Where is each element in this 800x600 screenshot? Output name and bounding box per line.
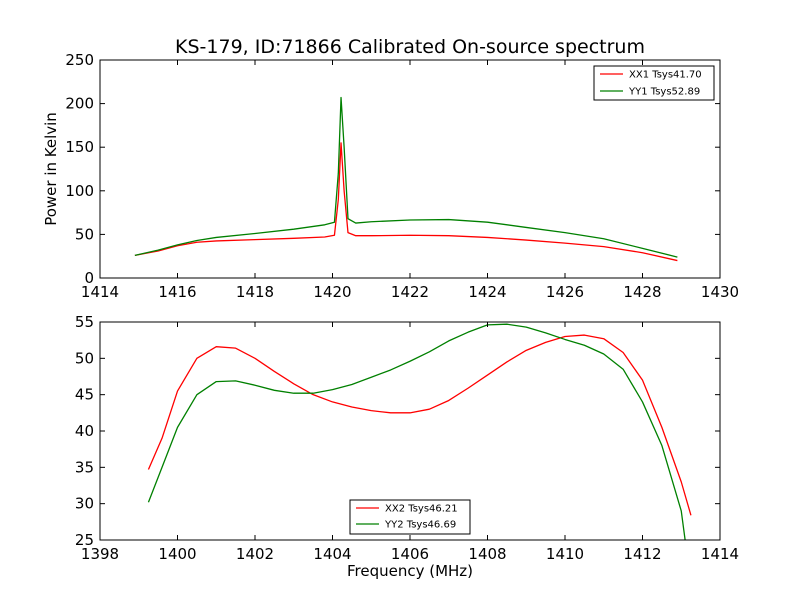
chart-bottom-ytick-label: 45 <box>75 386 94 404</box>
chart-bottom-xtick-label: 1412 <box>623 545 661 563</box>
chart-bottom-xtick-label: 1408 <box>468 545 506 563</box>
chart-bottom-xtick-label: 1400 <box>158 545 196 563</box>
chart-bottom-xlabel: Frequency (MHz) <box>347 562 473 580</box>
chart-bottom-legend-box <box>349 499 471 535</box>
chart-top-ytick-label: 0 <box>84 269 94 287</box>
chart-top-legend-label-xx1: XX1 Tsys41.70 <box>629 70 702 81</box>
chart-bottom-xtick-label: 1406 <box>391 545 429 563</box>
chart-top-xtick-label: 1420 <box>313 283 351 301</box>
chart-bottom-ytick-label: 35 <box>75 458 94 476</box>
chart-top-ylabel: Power in Kelvin <box>42 112 60 226</box>
chart-top-legend: XX1 Tsys41.70 YY1 Tsys52.89 <box>593 65 715 101</box>
chart-bottom-series-line-1 <box>147 334 692 516</box>
chart-bottom-xtick-label: 1398 <box>81 545 119 563</box>
chart-bottom-xtick-label: 1404 <box>313 545 351 563</box>
chart-top-legend-label-yy1: YY1 Tsys52.89 <box>628 87 700 98</box>
chart-bottom-series-line-2 <box>147 323 686 541</box>
chart-bottom-legend-label-yy2: YY2 Tsys46.69 <box>384 520 456 531</box>
chart-top-ytick-label: 250 <box>65 51 94 69</box>
chart-bottom-ytick-label: 55 <box>75 313 94 331</box>
chart-top-xtick-label: 1426 <box>546 283 584 301</box>
chart-top-xtick-label: 1418 <box>236 283 274 301</box>
chart-bottom-plot-area: 1398 1400 1402 1404 1406 1408 1410 1412 1414 25 30… <box>75 313 739 563</box>
chart-top-series-line-2 <box>134 96 678 258</box>
chart-top-title: KS-179, ID:71866 Calibrated On-source sp… <box>175 36 645 58</box>
chart-bottom-xtick-label: 1414 <box>701 545 739 563</box>
chart-top-xtick-label: 1414 <box>81 283 119 301</box>
chart-top-xtick-label: 1422 <box>391 283 429 301</box>
chart-bottom-xtick-label: 1402 <box>236 545 274 563</box>
chart-bottom-ytick-label: 50 <box>75 349 94 367</box>
chart-bottom-legend: XX2 Tsys46.21 YY2 Tsys46.69 <box>349 499 471 535</box>
chart-top-ytick-label: 150 <box>65 138 94 156</box>
chart-top-xtick-label: 1416 <box>158 283 196 301</box>
chart-bottom-ytick-label: 40 <box>75 422 94 440</box>
chart-top-legend-box <box>593 65 715 101</box>
chart-top-ytick-label: 50 <box>75 225 94 243</box>
chart-top-xtick-label: 1424 <box>468 283 506 301</box>
chart-bottom-ytick-label: 25 <box>75 531 94 549</box>
chart-top: KS-179, ID:71866 Calibrated On-source sp… <box>42 36 739 301</box>
chart-top-ytick-label: 100 <box>65 182 94 200</box>
chart-bottom-legend-label-xx2: XX2 Tsys46.21 <box>385 504 458 515</box>
chart-top-ytick-label: 200 <box>65 95 94 113</box>
chart-bottom-xtick-label: 1410 <box>546 545 584 563</box>
chart-top-plot-area: 1414 1416 1418 1420 1422 1424 1426 1428 1430 0 50 1… <box>65 51 739 301</box>
chart-top-xtick-label: 1430 <box>701 283 739 301</box>
chart-bottom: Frequency (MHz) 1398 1400 1402 1404 1406 1408… <box>75 313 739 580</box>
chart-top-xtick-label: 1428 <box>623 283 661 301</box>
chart-top-series-line-1 <box>134 142 678 262</box>
chart-bottom-ytick-label: 30 <box>75 495 94 513</box>
